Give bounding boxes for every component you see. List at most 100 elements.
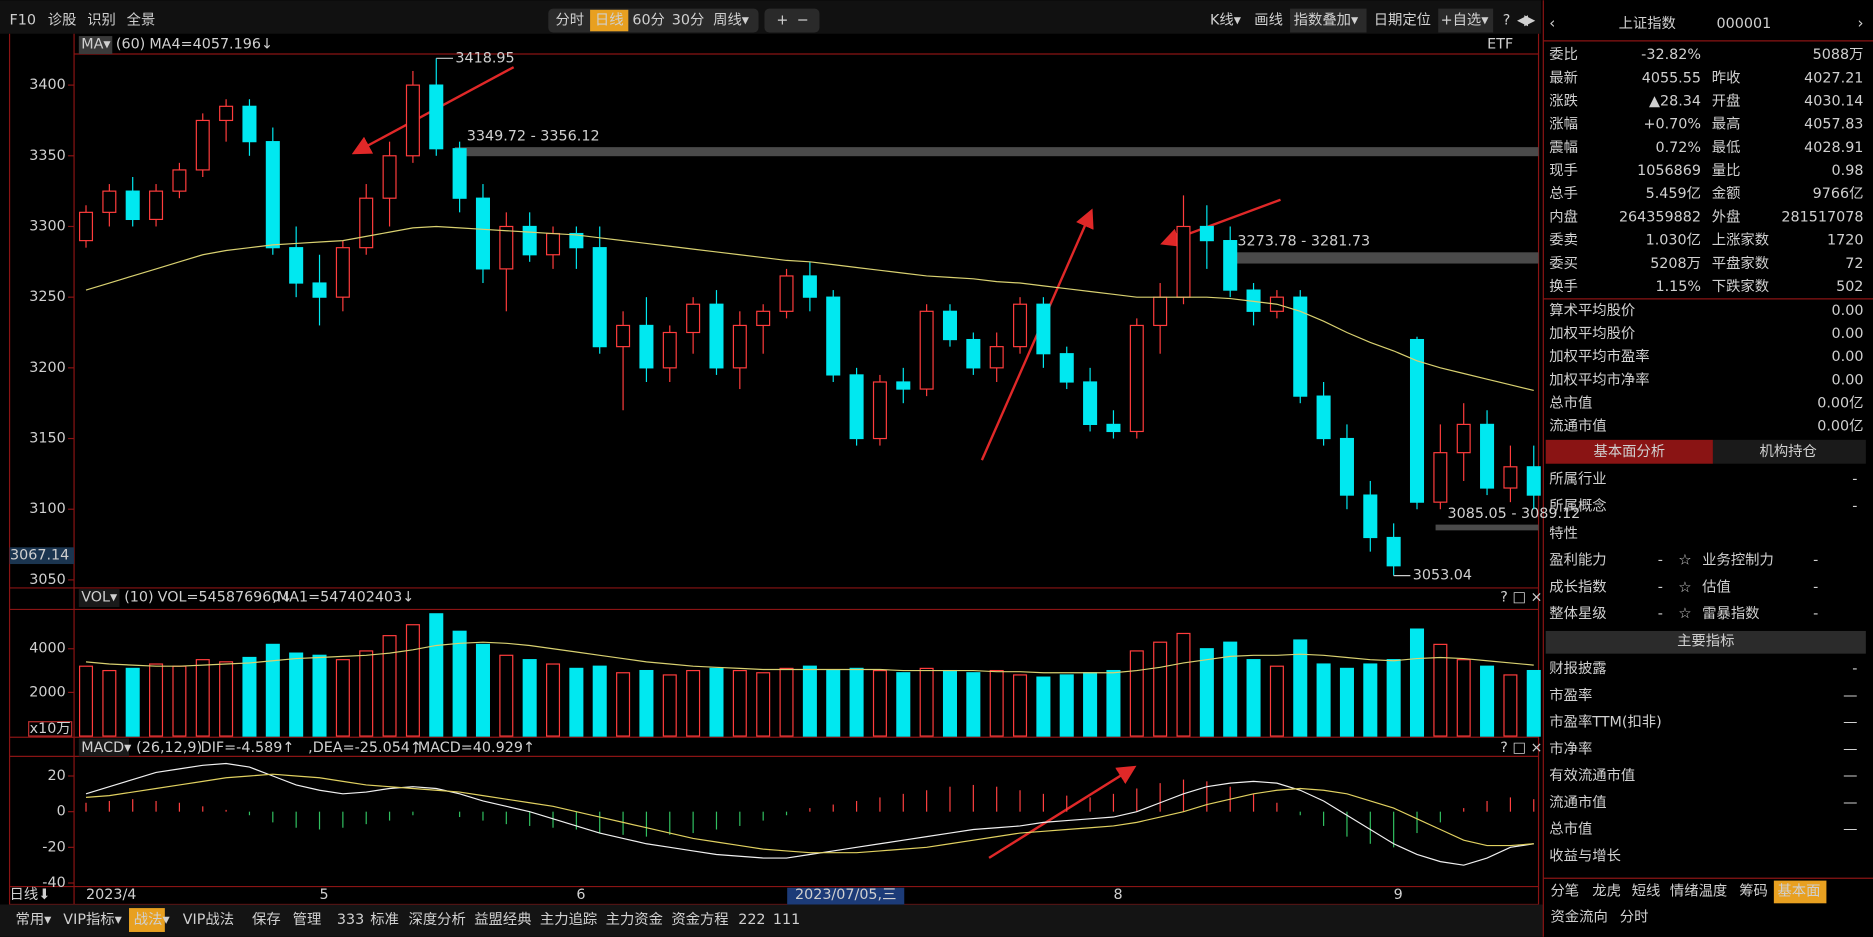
bottom-tab-active [1773, 880, 1827, 904]
bottom-tab[interactable]: 短线 [1632, 882, 1661, 899]
tab[interactable]: 机构持仓 [1760, 443, 1817, 460]
indicator-label: 流通市值 [1549, 794, 1606, 811]
indicator-label: 财报披露 [1549, 660, 1606, 677]
quote-value: 4027.21 [1804, 70, 1863, 86]
period-button[interactable]: 30分 [672, 12, 705, 29]
quote-value: -32.82% [1641, 47, 1701, 63]
volume-bar [149, 663, 164, 737]
candle-body [546, 232, 561, 256]
quote-label: 涨跌 [1549, 93, 1578, 110]
volume-bar [195, 659, 210, 737]
bottom-bar [0, 904, 1544, 937]
bottom-button[interactable]: 常用▾ [16, 911, 53, 928]
bottom-button[interactable]: 资金方程 [671, 911, 728, 928]
toolbar-item[interactable]: +自选▾ [1441, 12, 1490, 29]
y-tick-label: -20 [42, 839, 65, 855]
bottom-button[interactable]: VIP指标▾ [63, 911, 122, 928]
quote-value: 281517078 [1781, 209, 1863, 225]
tab[interactable]: 基本面分析 [1593, 443, 1665, 460]
rating-value: - [1658, 579, 1663, 595]
y-tick-label: 20 [47, 768, 65, 784]
svg-text:? □ ×: ? □ × [1500, 590, 1542, 606]
bottom-button[interactable]: 战法▾ [134, 911, 171, 928]
period-button[interactable]: 日线 [595, 12, 624, 29]
bottom-tab[interactable]: 情绪温度 [1670, 882, 1727, 899]
stat-value: 0.00 [1832, 372, 1864, 388]
bottom-tab[interactable]: 资金流向 [1550, 909, 1607, 926]
bottom-tab[interactable]: 基本面 [1777, 882, 1820, 899]
stat-label: 加权平均股价 [1549, 325, 1635, 342]
candle-body [125, 190, 140, 221]
candle-body [802, 275, 817, 298]
profile-label: 特性 [1549, 525, 1578, 542]
cursor-price-bg [9, 547, 75, 565]
period-button[interactable]: 60分 [632, 12, 665, 29]
quote-name: 上证指数 [1619, 15, 1676, 32]
bottom-button[interactable]: 111 [773, 912, 800, 928]
volume-bar [1199, 648, 1214, 737]
indicator-value: — [1843, 688, 1857, 704]
bottom-tab[interactable]: 分时 [1620, 909, 1649, 926]
range-label: 3273.78 - 3281.73 [1237, 234, 1370, 250]
macd-menu-bg [78, 738, 130, 757]
toolbar-item[interactable]: 指数叠加▾ [1294, 12, 1359, 29]
bottom-tab[interactable]: 龙虎 [1592, 882, 1621, 899]
bottom-button[interactable]: 主力追踪 [540, 911, 597, 928]
volume-bar [405, 624, 420, 737]
period-button[interactable]: 分时 [555, 12, 584, 29]
candle-body [1503, 466, 1518, 489]
indicator-label: 有效流通市值 [1549, 767, 1635, 784]
quote-value: 9766亿 [1813, 185, 1864, 202]
volume-bar [1293, 639, 1308, 737]
bottom-button[interactable]: 主力资金 [606, 911, 663, 928]
quote-label: 下跌家数 [1712, 278, 1769, 295]
bottom-button[interactable]: 保存 [252, 911, 281, 928]
unit-bg [28, 721, 73, 737]
stat-value: 0.00 [1832, 326, 1864, 342]
volume-bar [1269, 665, 1284, 737]
volume-bar [1176, 632, 1191, 737]
bottom-tab[interactable]: 筹码 [1739, 882, 1768, 899]
indicator-value: DIF=-4.589↑ [201, 740, 295, 756]
candle-body [1386, 536, 1401, 567]
volume-bar [172, 665, 187, 737]
bottom-button[interactable]: 222 [738, 912, 765, 928]
bottom-button[interactable]: 标准 [370, 911, 399, 928]
volume-bar [779, 667, 794, 737]
candle-body [1363, 494, 1378, 539]
period-button[interactable]: 周线▾ [713, 12, 750, 29]
stat-label: 总市值 [1549, 395, 1592, 412]
candle-body [1176, 225, 1191, 298]
toolbar-item[interactable]: 日期定位 [1374, 12, 1431, 29]
bottom-button[interactable]: 管理 [293, 911, 322, 928]
zoom-button[interactable]: − [797, 13, 809, 29]
candle-body [452, 148, 467, 199]
volume-bar [1083, 672, 1098, 737]
toolbar-item[interactable]: 画线 [1254, 12, 1283, 29]
toolbar-item[interactable]: K线▾ [1210, 12, 1242, 29]
toolbar-item[interactable]: 诊股 [48, 12, 77, 29]
quote-value: 5088万 [1813, 47, 1864, 63]
rating-value: - [1658, 552, 1663, 568]
quote-value: 4055.55 [1642, 70, 1701, 86]
toolbar-item[interactable]: F10 [10, 13, 36, 29]
zoom-button[interactable]: + [776, 13, 788, 29]
indicator-label: 市盈率TTM(扣非) [1549, 714, 1661, 731]
toolbar-item[interactable]: 全景 [127, 11, 156, 29]
toolbar-item[interactable]: ? [1503, 13, 1511, 29]
bottom-button[interactable]: VIP战法 [183, 911, 234, 928]
cursor-date: 2023/07/05,三 [795, 887, 896, 903]
y-tick-label: 3100 [29, 501, 65, 517]
volume-bar [452, 630, 467, 737]
volume-bar [1036, 676, 1051, 737]
overlay-btn [1290, 8, 1367, 33]
bottom-button[interactable]: 深度分析 [409, 911, 466, 928]
quote-panel: ‹ › ☆ ☆ ☆ [1542, 0, 1873, 937]
bottom-button[interactable]: 333 [337, 912, 364, 928]
profile-value: - [1852, 499, 1857, 515]
bottom-tab[interactable]: 分笔 [1550, 882, 1579, 899]
profile-value: - [1852, 471, 1857, 487]
bottom-button[interactable]: 益盟经典 [474, 911, 531, 928]
toolbar-item[interactable]: 识别 [87, 12, 116, 29]
rating-label: 盈利能力 [1549, 551, 1606, 568]
